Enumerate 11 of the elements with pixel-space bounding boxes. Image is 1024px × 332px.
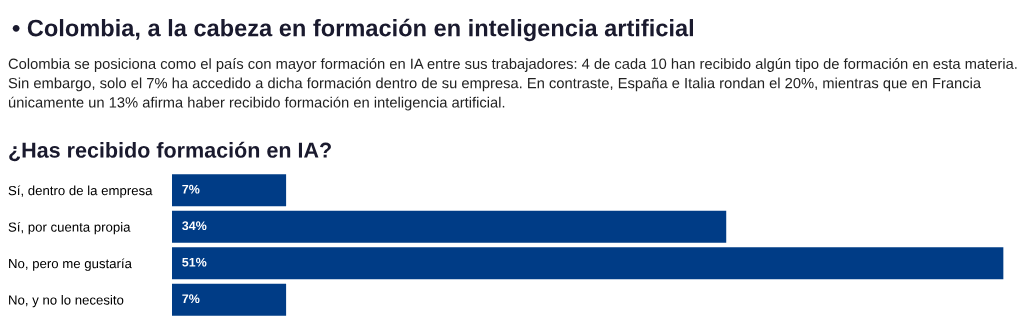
data-label: 51%	[182, 257, 207, 267]
chart-subtitle: Colombia se posiciona como el país con mayor formación en IA entre sus trabajadores: 4 de cada 10 han recibido algún tipo de formación en esta materia. Sin embargo, solo el 7% ha accedido a dicha formación dentro de su empresa. En contraste, España e Italia rondan el 20%, mientras que en Francia únicamente un 13% afirma haber recibido formación en inteligencia artificial.	[8, 58, 1017, 111]
y-tick-label: No, y no lo necesito	[9, 294, 124, 308]
data-label: 34%	[182, 221, 207, 231]
data-label: 7%	[182, 184, 200, 194]
text: ¿Has recibido formación en IA?	[9, 141, 331, 162]
data-label: 7%	[182, 294, 200, 304]
chart-title: • Colombia, a la cabeza en formación en inteligencia artificial	[12, 18, 694, 42]
y-tick-label: No, pero me gustaría	[9, 258, 132, 271]
y-tick-label: Sí, por cuenta propia	[8, 221, 131, 235]
y-tick-label: Sí, dentro de la empresa	[8, 185, 153, 198]
